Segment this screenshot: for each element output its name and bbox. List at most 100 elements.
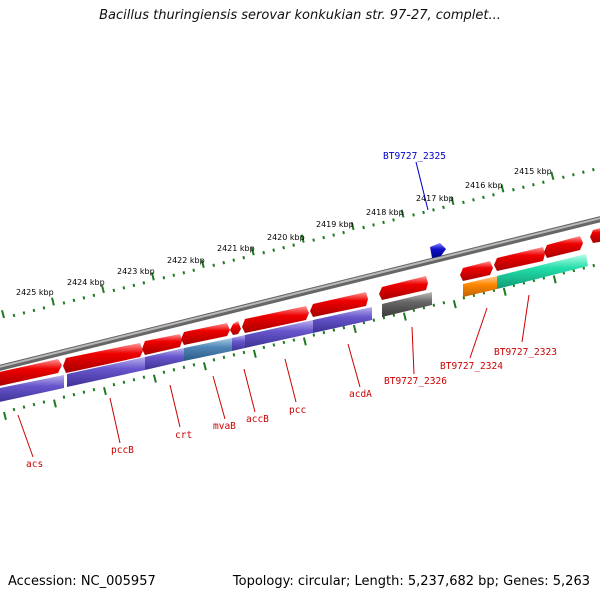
gene-arrow-red[interactable]	[142, 334, 182, 355]
major-tick	[352, 324, 357, 334]
minor-tick	[12, 313, 16, 318]
reverse-genes	[0, 254, 588, 403]
gene-arrow-red[interactable]	[181, 323, 230, 345]
minor-tick	[492, 193, 495, 197]
major-tick	[552, 275, 557, 284]
major-tick	[252, 349, 257, 358]
kbp-label: 2425 kbp	[16, 288, 54, 297]
major-tick	[152, 374, 157, 383]
topology-summary: Topology: circular; Length: 5,237,682 bp…	[232, 574, 590, 589]
gene-block-purple[interactable]	[67, 357, 145, 387]
minor-tick	[382, 315, 386, 320]
genome-backbone-highlight	[0, 217, 600, 368]
minor-tick	[172, 273, 176, 277]
minor-tick	[232, 258, 236, 262]
minor-tick	[472, 198, 475, 202]
minor-tick	[112, 382, 116, 387]
minor-tick	[332, 328, 336, 332]
major-tick	[300, 234, 305, 243]
minor-tick	[162, 370, 166, 374]
minor-tick	[212, 358, 216, 362]
kbp-label: 2416 kbp	[465, 181, 503, 190]
minor-tick	[282, 340, 286, 345]
minor-tick	[292, 243, 295, 247]
minor-tick	[442, 205, 445, 210]
kbp-label: 2424 kbp	[67, 278, 105, 287]
minor-tick	[62, 301, 66, 305]
minor-tick	[22, 405, 26, 409]
gene-arrow-red[interactable]	[460, 261, 493, 281]
gene-arrow-red[interactable]	[590, 227, 600, 243]
gene-arrow-red[interactable]	[310, 292, 368, 317]
kbp-label: 2420 kbp	[267, 233, 305, 242]
major-tick	[53, 399, 57, 408]
major-tick	[100, 284, 105, 294]
minor-tick	[72, 392, 76, 397]
minor-tick	[522, 185, 525, 189]
major-tick	[51, 297, 55, 306]
gene-label: accB	[246, 414, 269, 425]
kbp-label: 2422 kbp	[167, 256, 205, 265]
minor-tick	[232, 353, 236, 357]
gene-label: pccB	[111, 445, 134, 456]
gene-arrow-red[interactable]	[544, 236, 583, 258]
minor-tick	[42, 400, 46, 404]
major-tick	[202, 362, 207, 371]
minor-tick	[162, 276, 166, 280]
major-tick	[400, 209, 405, 218]
gene-arrow-red[interactable]	[379, 276, 428, 300]
minor-tick	[172, 368, 176, 372]
gene-block-purple[interactable]	[245, 320, 313, 348]
gene-block-purple[interactable]	[232, 335, 245, 351]
major-tick	[450, 196, 455, 206]
kbp-label: 2418 kbp	[366, 208, 404, 217]
gene-block-teal[interactable]	[497, 254, 588, 289]
outer-kbp-ticks	[1, 167, 595, 319]
gene-block-orange[interactable]	[463, 276, 497, 297]
kbp-label: 2417 kbp	[416, 194, 454, 203]
gene-label: crt	[175, 430, 192, 441]
major-tick	[302, 337, 307, 346]
minor-tick	[62, 395, 66, 399]
gene-arrow-red[interactable]	[494, 247, 545, 271]
gene-arrow-red[interactable]	[63, 343, 143, 373]
major-tick	[500, 184, 505, 193]
gene-block-steel[interactable]	[184, 338, 232, 361]
minor-tick	[262, 345, 266, 350]
gene-arrow-red[interactable]	[0, 359, 62, 387]
minor-tick	[182, 271, 186, 275]
kbp-label: 2423 kbp	[117, 267, 155, 276]
gene-block-purple[interactable]	[313, 307, 372, 333]
minor-tick	[112, 288, 116, 293]
minor-tick	[82, 296, 86, 300]
major-tick	[550, 171, 555, 180]
minor-tick	[272, 343, 276, 347]
minor-tick	[372, 223, 375, 227]
major-tick	[1, 309, 5, 319]
minor-tick	[262, 250, 266, 255]
minor-tick	[382, 220, 385, 225]
minor-tick	[462, 200, 465, 205]
minor-tick	[432, 208, 435, 212]
gene-block-gray[interactable]	[382, 292, 432, 317]
gene-arrow-blue[interactable]	[430, 243, 446, 258]
minor-tick	[42, 306, 46, 310]
minor-tick	[592, 263, 596, 268]
inner-ticks	[3, 263, 596, 421]
map-title: Bacillus thuringiensis serovar konkukian…	[99, 8, 501, 23]
minor-tick	[312, 333, 316, 337]
minor-tick	[482, 195, 485, 200]
gene-block-purple[interactable]	[0, 375, 64, 403]
gene-arrow-red[interactable]	[230, 321, 241, 335]
minor-tick	[582, 170, 585, 174]
minor-tick	[142, 375, 146, 379]
minor-tick	[512, 188, 515, 192]
gene-label: acs	[26, 459, 43, 470]
minor-tick	[182, 365, 186, 370]
major-tick	[350, 222, 355, 231]
gene-arrow-red[interactable]	[242, 306, 309, 333]
major-tick	[452, 300, 457, 309]
accession-text: Accession: NC_005957	[8, 574, 156, 589]
gene-block-purple[interactable]	[145, 348, 184, 370]
major-tick	[402, 312, 407, 321]
